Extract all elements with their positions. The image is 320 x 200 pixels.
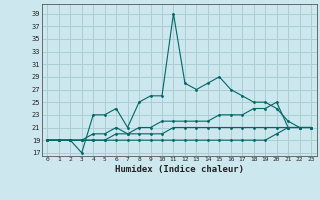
- X-axis label: Humidex (Indice chaleur): Humidex (Indice chaleur): [115, 165, 244, 174]
